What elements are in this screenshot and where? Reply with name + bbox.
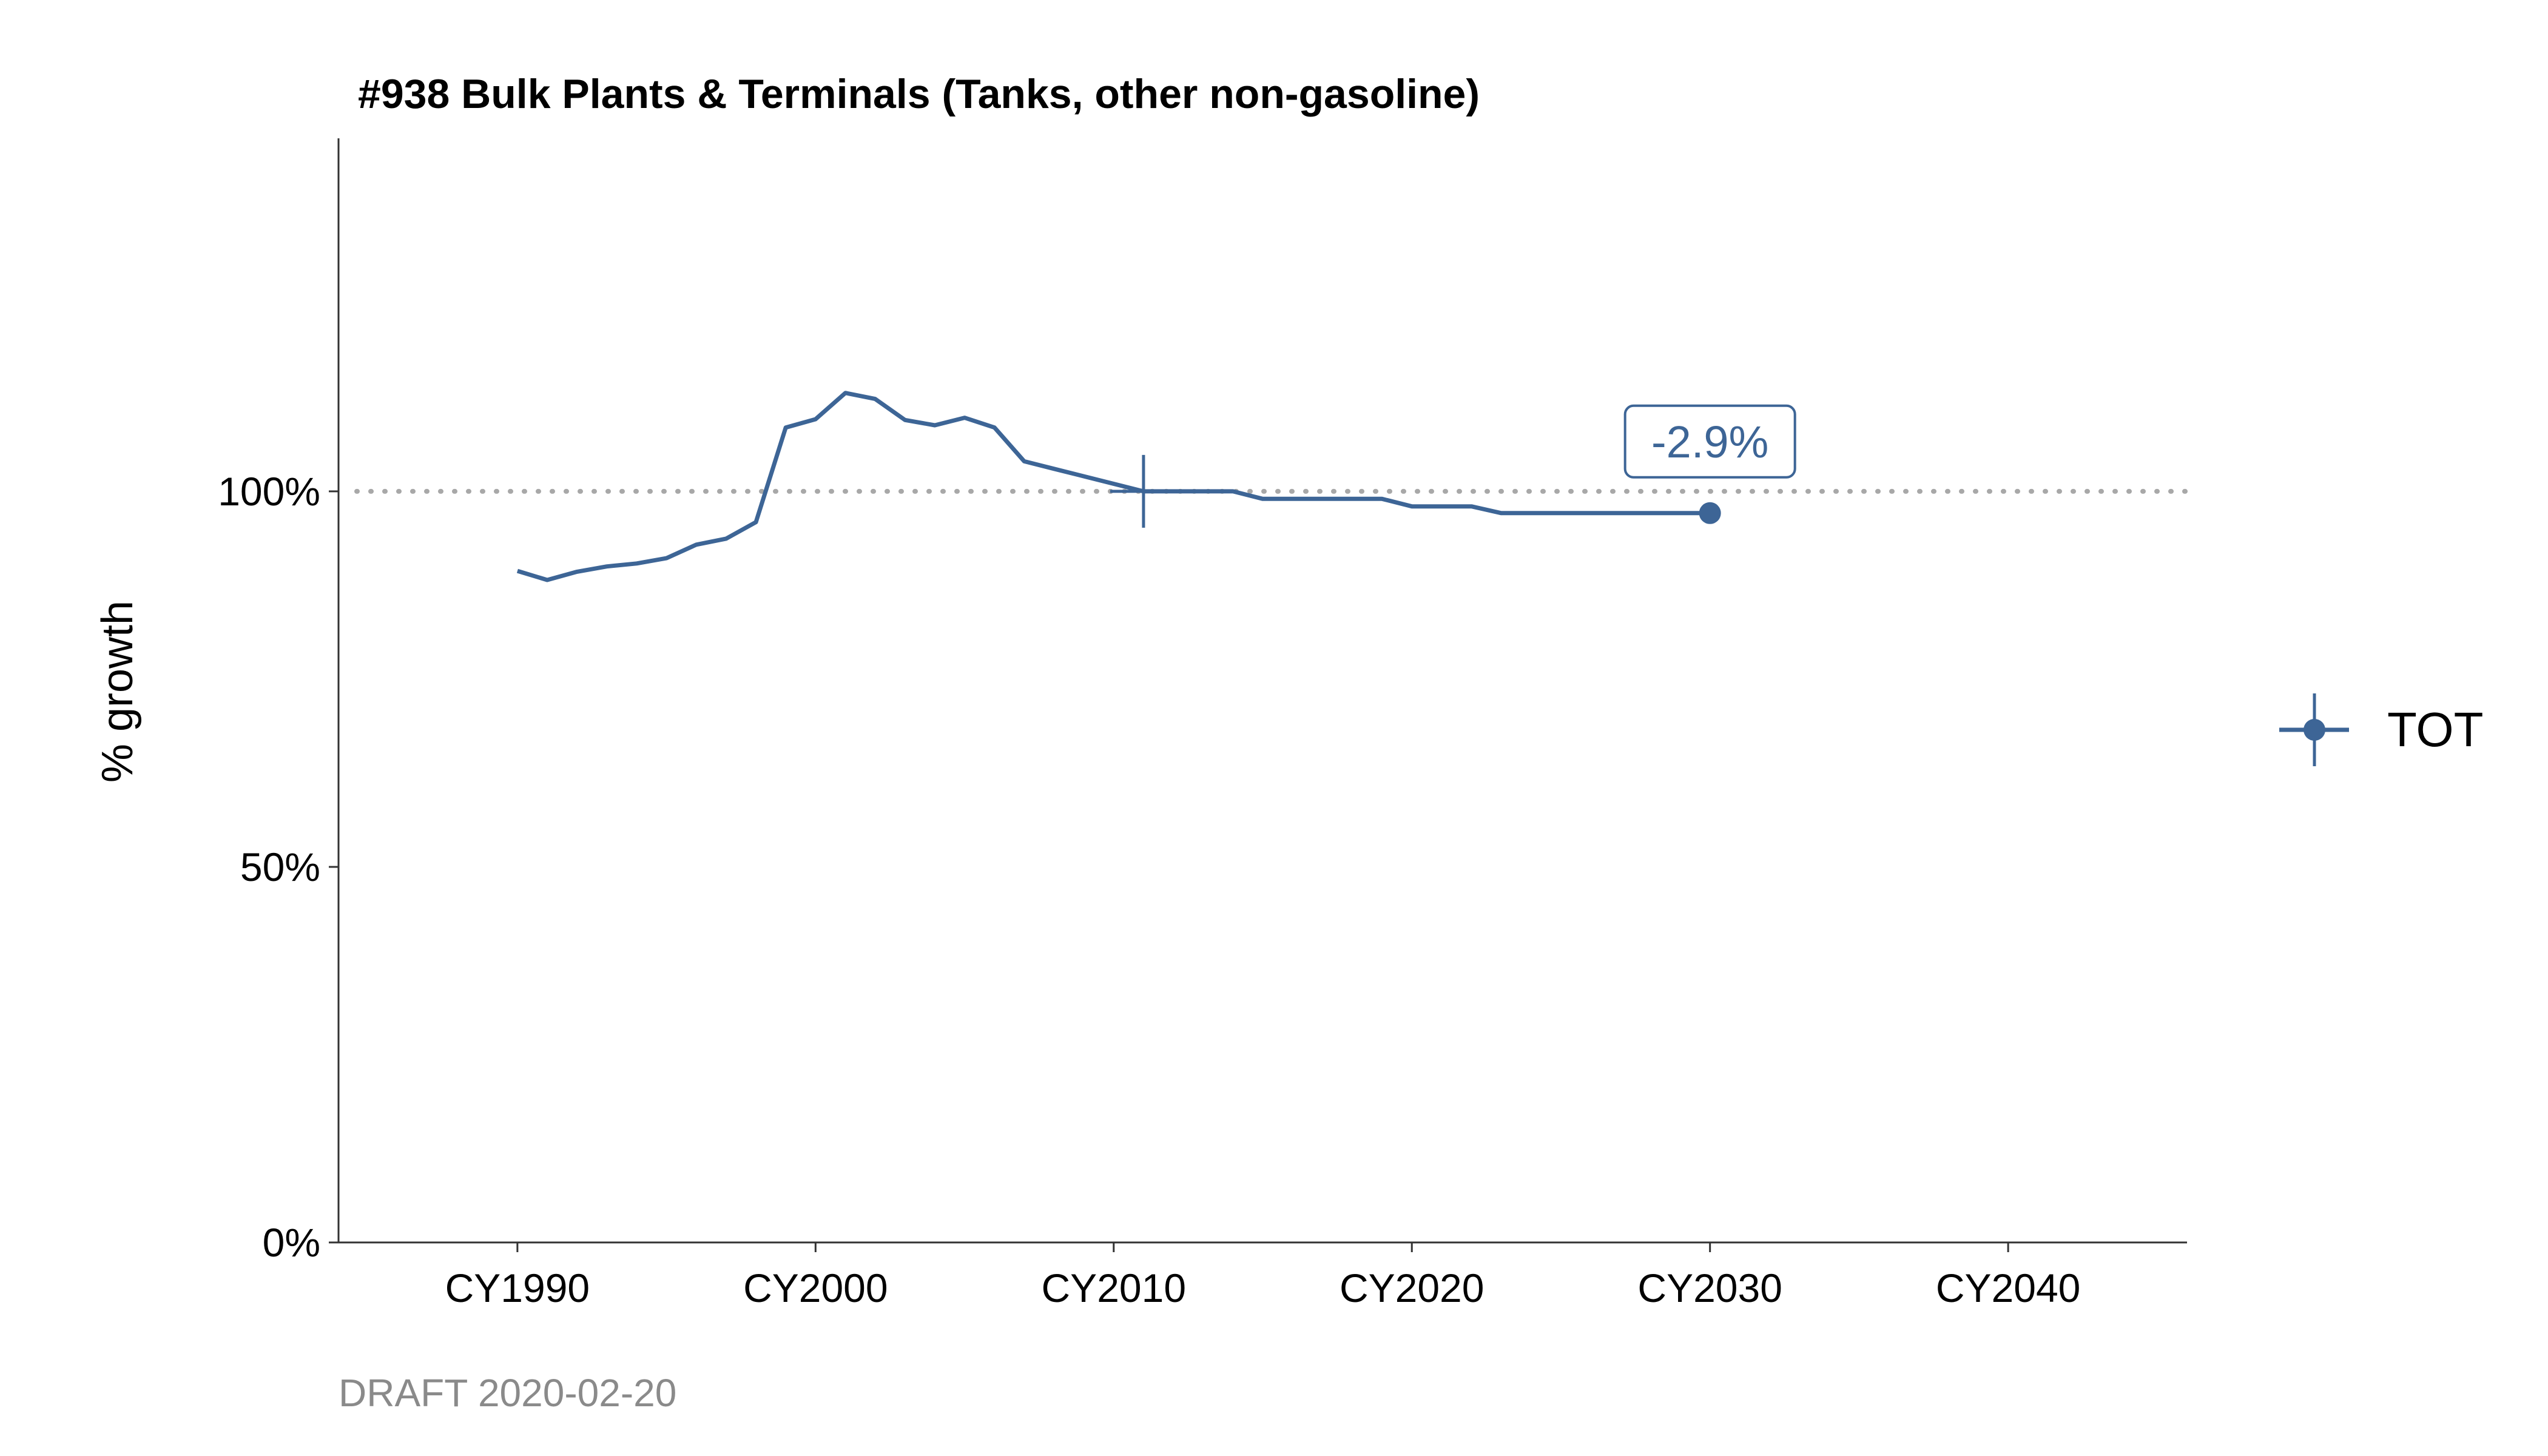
y-tick-label: 50%: [240, 844, 320, 889]
legend: TOT: [2279, 693, 2484, 766]
series-line-tot: [516, 391, 1710, 582]
annotation-label: -2.9%: [1651, 417, 1768, 467]
x-tick-label: CY2010: [1042, 1266, 1187, 1310]
x-tick-label: CY2020: [1340, 1266, 1485, 1310]
legend-label-tot: TOT: [2387, 703, 2484, 757]
end-point-tot: [1699, 502, 1721, 524]
plot-area: 0% 50% 100% CY1990 CY2000 CY2010 CY2020 CY2030 C…: [218, 138, 2189, 1310]
chart-title: #938 Bulk Plants & Terminals (Tanks, oth…: [358, 71, 1480, 117]
y-tick-label: 100%: [218, 469, 320, 514]
x-tick-label: CY2030: [1637, 1266, 1782, 1310]
x-tick-label: CY1990: [445, 1266, 590, 1310]
annotation-box: [1623, 404, 1796, 479]
x-tick-label: CY2040: [1936, 1266, 2081, 1310]
y-tick-label: 0%: [263, 1220, 320, 1265]
y-axis-title: % growth: [93, 601, 142, 783]
legend-key-point: [2304, 719, 2325, 741]
chart-caption: DRAFT 2020-02-20: [339, 1371, 676, 1415]
x-tick-label: CY2000: [743, 1266, 888, 1310]
